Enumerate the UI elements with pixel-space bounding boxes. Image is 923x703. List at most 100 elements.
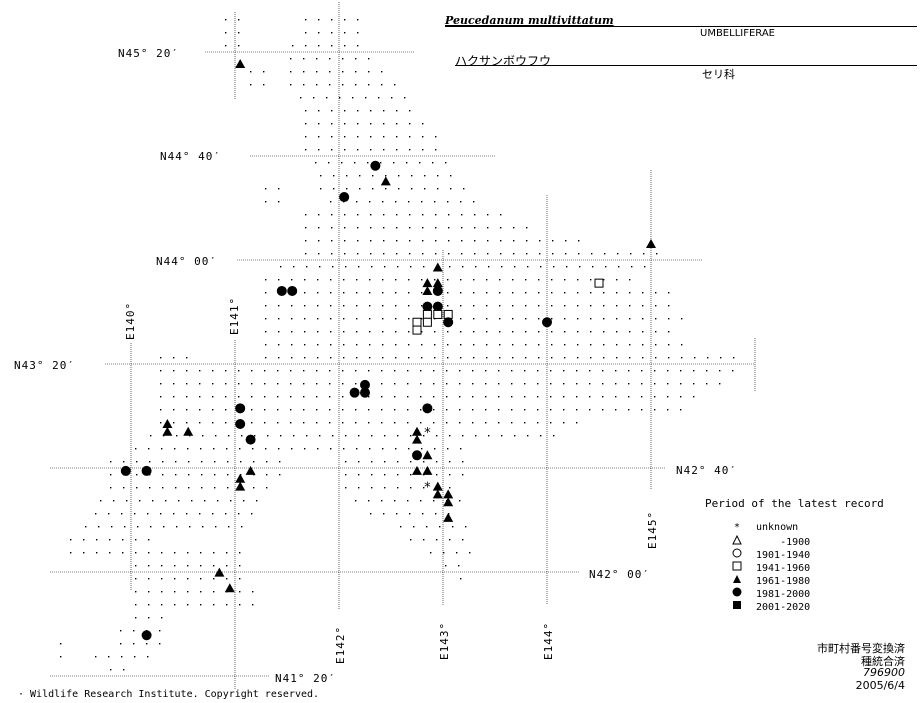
mesh-dot	[407, 370, 409, 372]
mesh-dot	[305, 19, 307, 21]
mesh-dot	[551, 305, 553, 307]
mesh-dot	[423, 487, 425, 489]
mesh-dot	[473, 292, 475, 294]
mesh-dot	[279, 461, 281, 463]
mesh-dot	[693, 396, 695, 398]
mesh-dot	[355, 58, 357, 60]
mesh-dot	[332, 266, 334, 268]
mesh-dot	[331, 240, 333, 242]
mesh-dot	[526, 227, 528, 229]
mesh-dot	[420, 370, 422, 372]
mesh-dot	[136, 461, 138, 463]
mesh-dot	[525, 292, 527, 294]
mesh-dot	[381, 396, 383, 398]
mesh-dot	[199, 396, 201, 398]
mesh-dot	[420, 396, 422, 398]
mesh-dot	[110, 461, 112, 463]
mesh-dot	[525, 331, 527, 333]
mesh-dot	[199, 370, 201, 372]
mesh-dot	[411, 175, 413, 177]
mesh-dot	[397, 266, 399, 268]
mesh-dot	[200, 565, 202, 567]
mesh-dot	[642, 357, 644, 359]
mesh-dot	[304, 331, 306, 333]
record-asterisk: *	[423, 481, 431, 496]
mesh-dot	[293, 266, 295, 268]
mesh-dot	[420, 422, 422, 424]
mesh-dot	[251, 409, 253, 411]
mesh-dot	[550, 383, 552, 385]
mesh-dot	[564, 344, 566, 346]
mesh-dot	[122, 552, 124, 554]
mesh-dot	[511, 396, 513, 398]
mesh-dot	[213, 448, 215, 450]
mesh-dot	[148, 448, 150, 450]
mesh-dot	[592, 266, 594, 268]
mesh-dot	[317, 305, 319, 307]
legend-item-2001-2020: 2001-2020	[730, 600, 810, 613]
mesh-dot	[423, 435, 425, 437]
mesh-dot	[160, 513, 162, 515]
mesh-dot	[462, 435, 464, 437]
mesh-dot	[148, 565, 150, 567]
mesh-dot	[564, 305, 566, 307]
mesh-dot	[95, 656, 97, 658]
mesh-dot	[630, 253, 632, 255]
mesh-dot	[187, 552, 189, 554]
mesh-dot	[383, 253, 385, 255]
asterisk-icon: *	[733, 522, 741, 533]
mesh-dot	[526, 253, 528, 255]
mesh-dot	[460, 318, 462, 320]
mesh-dot	[382, 292, 384, 294]
mesh-dot	[420, 500, 422, 502]
mesh-dot	[371, 474, 373, 476]
mesh-dot	[421, 357, 423, 359]
mesh-dot	[123, 487, 125, 489]
mesh-dot	[355, 383, 357, 385]
mesh-dot	[330, 331, 332, 333]
mesh-dot	[499, 344, 501, 346]
mesh-dot	[330, 357, 332, 359]
mesh-dot	[239, 552, 241, 554]
record-square-open	[433, 309, 443, 319]
mesh-dot	[186, 396, 188, 398]
mesh-dot	[345, 461, 347, 463]
mesh-dot	[304, 292, 306, 294]
mesh-dot	[303, 58, 305, 60]
mesh-dot	[135, 539, 137, 541]
mesh-dot	[603, 305, 605, 307]
mesh-dot	[253, 461, 255, 463]
mesh-dot	[452, 526, 454, 528]
record-circle-filled	[360, 387, 370, 398]
mesh-dot	[551, 344, 553, 346]
mesh-dot	[589, 396, 591, 398]
mesh-dot	[629, 318, 631, 320]
mesh-dot	[240, 461, 242, 463]
mesh-dot	[149, 487, 151, 489]
mesh-dot	[422, 123, 424, 125]
mesh-dot	[435, 513, 437, 515]
mesh-dot	[162, 487, 164, 489]
mesh-dot	[462, 539, 464, 541]
mesh-dot	[551, 292, 553, 294]
mesh-dot	[343, 344, 345, 346]
legend-item-pre-1900: -1900	[730, 534, 810, 548]
mesh-dot	[539, 253, 541, 255]
mesh-dot	[305, 214, 307, 216]
mesh-dot	[537, 383, 539, 385]
mesh-dot	[331, 110, 333, 112]
mesh-dot	[253, 487, 255, 489]
mesh-dot	[343, 331, 345, 333]
mesh-dot	[408, 344, 410, 346]
mesh-dot	[448, 513, 450, 515]
mesh-dot	[369, 201, 371, 203]
mesh-dot	[410, 461, 412, 463]
mesh-dot	[616, 357, 618, 359]
mesh-dot	[213, 565, 215, 567]
record-square-open	[412, 317, 422, 327]
mesh-dot	[396, 136, 398, 138]
mesh-dot	[173, 409, 175, 411]
mesh-dot	[369, 305, 371, 307]
mesh-dot	[406, 162, 408, 164]
mesh-dot	[305, 123, 307, 125]
